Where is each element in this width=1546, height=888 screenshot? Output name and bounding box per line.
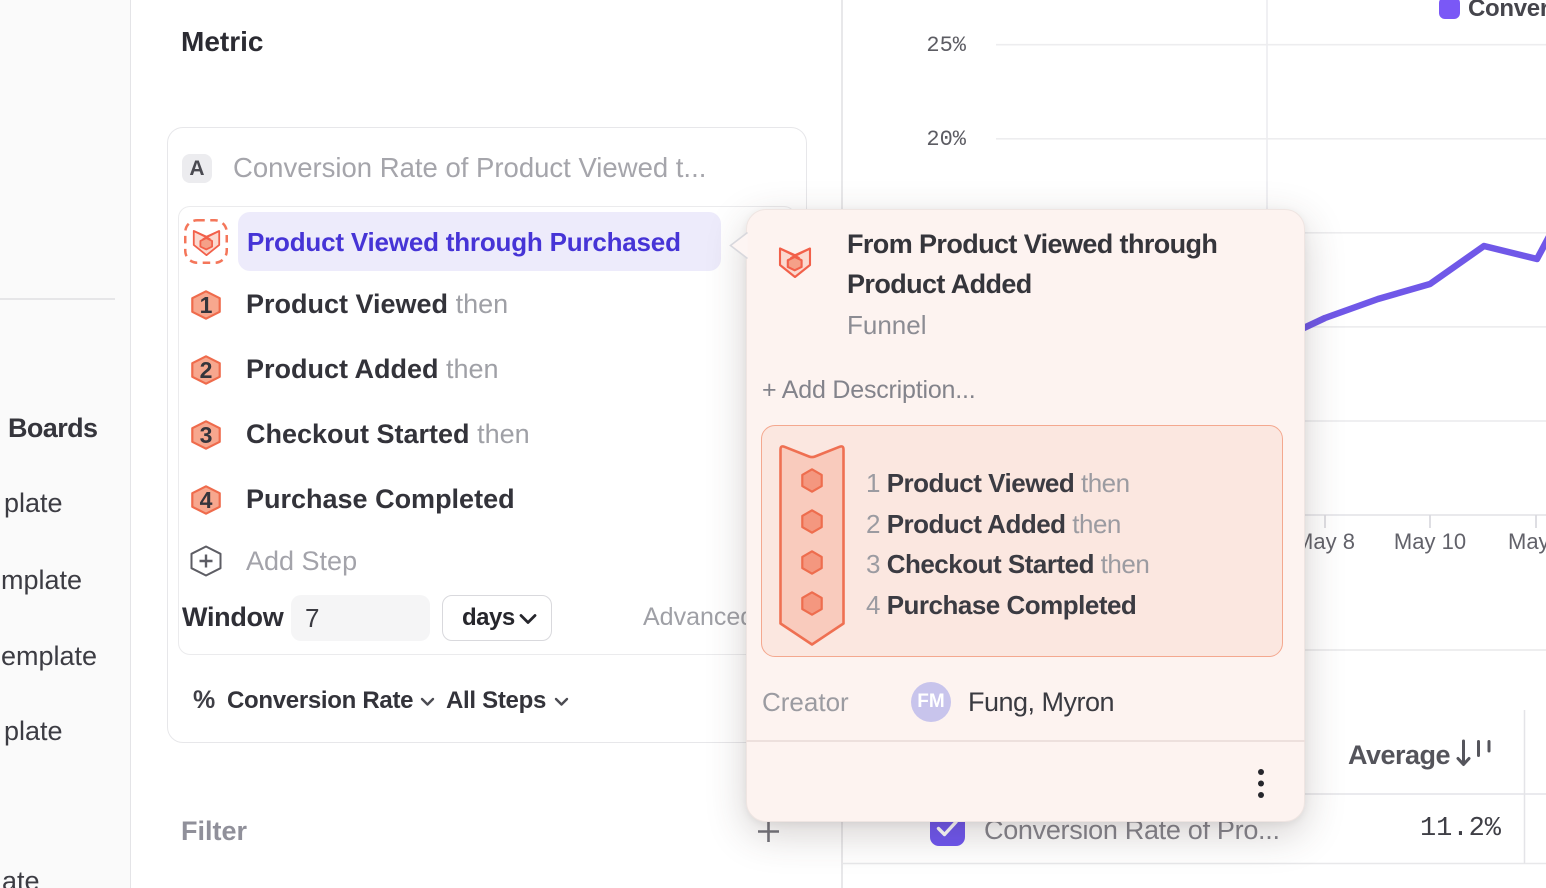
svg-text:2: 2 bbox=[200, 357, 213, 383]
svg-text:4: 4 bbox=[200, 487, 213, 513]
svg-text:3: 3 bbox=[200, 422, 213, 448]
svg-text:1: 1 bbox=[200, 292, 213, 318]
